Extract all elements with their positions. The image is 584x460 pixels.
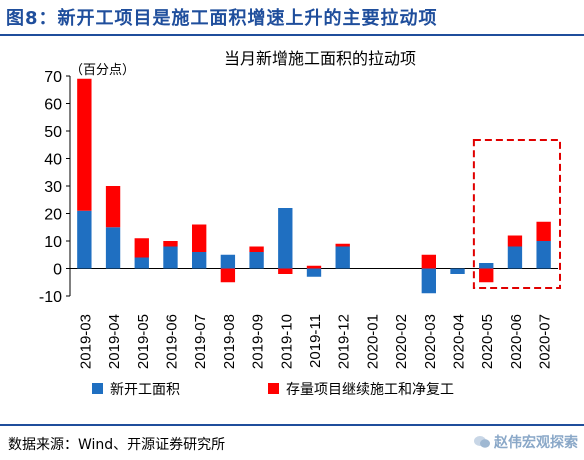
bar-segment <box>536 241 551 269</box>
bar-segment <box>134 238 149 258</box>
bar-segment <box>306 268 322 277</box>
x-tick-label: 2020-05 <box>479 314 496 369</box>
figure-footer: 数据来源：Wind、开源证券研究所 赵伟宏观探索 <box>0 424 584 460</box>
x-tick-label: 2019-07 <box>192 314 209 369</box>
bar-segment <box>134 257 149 269</box>
watermark-text: 赵伟宏观探索 <box>494 435 578 451</box>
legend-swatch <box>92 383 103 394</box>
figure-header: 图8：新开工项目是施工面积增速上升的主要拉动项 <box>0 0 584 36</box>
y-tick-label: 0 <box>53 262 62 279</box>
y-tick-label: 60 <box>44 97 62 114</box>
x-tick-label: 2020-06 <box>508 314 525 369</box>
bar-segment <box>306 265 322 269</box>
y-tick-label: 40 <box>44 152 62 169</box>
y-tick-label: 20 <box>44 207 62 224</box>
bar-segment <box>507 235 523 247</box>
bar-segment <box>335 243 350 247</box>
x-tick-label: 2019-09 <box>250 314 267 369</box>
bar-segment <box>278 268 293 274</box>
bar-segment <box>105 186 121 228</box>
x-tick-label: 2020-01 <box>364 314 381 369</box>
bar-segment <box>163 246 178 269</box>
x-tick-label: 2019-06 <box>163 314 180 369</box>
bar-segment <box>77 78 92 211</box>
bar-segment <box>105 227 121 269</box>
highlight-box <box>472 139 561 289</box>
y-tick-label: 30 <box>44 179 62 196</box>
x-tick-label: 2019-11 <box>307 314 324 368</box>
x-tick-label: 2020-07 <box>537 314 554 369</box>
legend-swatch <box>268 383 279 394</box>
bar-segment <box>77 210 92 269</box>
bar-segment <box>421 254 436 269</box>
bar-segment <box>220 254 236 269</box>
bar-segment <box>278 208 293 269</box>
y-tick-label: 10 <box>44 234 62 251</box>
bar-segment <box>220 268 236 283</box>
bar-segment <box>192 252 207 269</box>
legend: 新开工面积 存量项目继续施工和净复工 <box>92 381 454 398</box>
bar-segment <box>335 246 350 269</box>
legend-label: 新开工面积 <box>110 382 180 398</box>
x-tick-label: 2020-02 <box>393 314 410 369</box>
chart-title: 当月新增施工面积的拉动项 <box>224 49 416 68</box>
y-tick-labels: -10 0 10 20 30 40 50 60 70 <box>39 69 70 306</box>
x-tick-label: 2019-12 <box>336 314 353 369</box>
bar-segment <box>536 221 551 241</box>
x-tick-label: 2019-03 <box>77 314 94 369</box>
wechat-icon <box>474 436 490 448</box>
x-tick-label: 2019-04 <box>106 314 123 369</box>
bar-segment <box>450 268 465 274</box>
watermark: 赵伟宏观探索 <box>474 432 578 452</box>
figure-title: 图8：新开工项目是施工面积增速上升的主要拉动项 <box>6 8 438 29</box>
stacked-bar-chart: 当月新增施工面积的拉动项 （百分点） 2019-03 2019-04 2019-05… <box>39 49 561 398</box>
y-unit-label: （百分点） <box>70 63 135 78</box>
x-tick-label: 2019-05 <box>135 314 152 369</box>
x-tick-label: 2020-04 <box>451 314 468 369</box>
bar-segment <box>479 263 494 269</box>
bars-layer <box>77 78 551 294</box>
bar-segment <box>249 252 264 269</box>
y-tick-label: 70 <box>44 69 62 86</box>
bar-segment <box>192 224 207 252</box>
bar-segment <box>249 246 264 252</box>
x-tick-label: 2020-03 <box>422 314 439 369</box>
source-note: 数据来源：Wind、开源证券研究所 <box>8 437 226 453</box>
bar-segment <box>479 268 494 283</box>
x-tick-labels: 2019-03 2019-04 2019-05 2019-06 2019-07 2019-… <box>77 314 553 369</box>
y-tick-label: 50 <box>44 124 62 141</box>
x-tick-label: 2019-10 <box>278 314 295 369</box>
bar-segment <box>507 246 523 269</box>
bar-segment <box>421 268 436 294</box>
x-tick-label: 2019-08 <box>221 314 238 369</box>
y-tick-label: -10 <box>39 289 62 306</box>
bar-segment <box>163 241 178 247</box>
legend-label: 存量项目继续施工和净复工 <box>286 381 454 398</box>
